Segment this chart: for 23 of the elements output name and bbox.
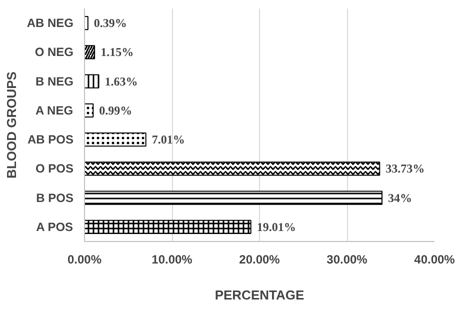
y-tick-label: A NEG <box>35 103 74 118</box>
x-tick-label: 40.00% <box>414 252 456 266</box>
y-tick-label: B NEG <box>35 74 74 88</box>
data-label: 33.73% <box>386 162 425 176</box>
y-tick-label: O NEG <box>34 45 74 60</box>
data-label: 7.01% <box>152 132 185 147</box>
x-tick-label: 10.00% <box>152 252 193 266</box>
data-label: 1.63% <box>104 74 138 88</box>
x-tick-label: 20.00% <box>239 252 280 266</box>
x-tick-label: 30.00% <box>326 252 368 266</box>
data-label: 0.99% <box>99 103 132 118</box>
y-tick-label: B POS <box>36 190 74 205</box>
y-tick-label: A POS <box>36 220 74 234</box>
y-tick-label: AB NEG <box>26 16 74 30</box>
data-label: 0.39% <box>94 16 127 30</box>
x-axis-title: PERCENTAGE <box>214 288 304 302</box>
y-tick-label: AB POS <box>27 132 74 147</box>
y-axis-title: BLOOD GROUPS <box>4 71 19 178</box>
data-label: 34% <box>388 190 412 205</box>
y-tick-label: O POS <box>35 162 74 176</box>
x-tick-label: 0.00% <box>67 252 102 266</box>
data-label: 19.01% <box>256 220 296 234</box>
data-label: 1.15% <box>100 45 134 60</box>
